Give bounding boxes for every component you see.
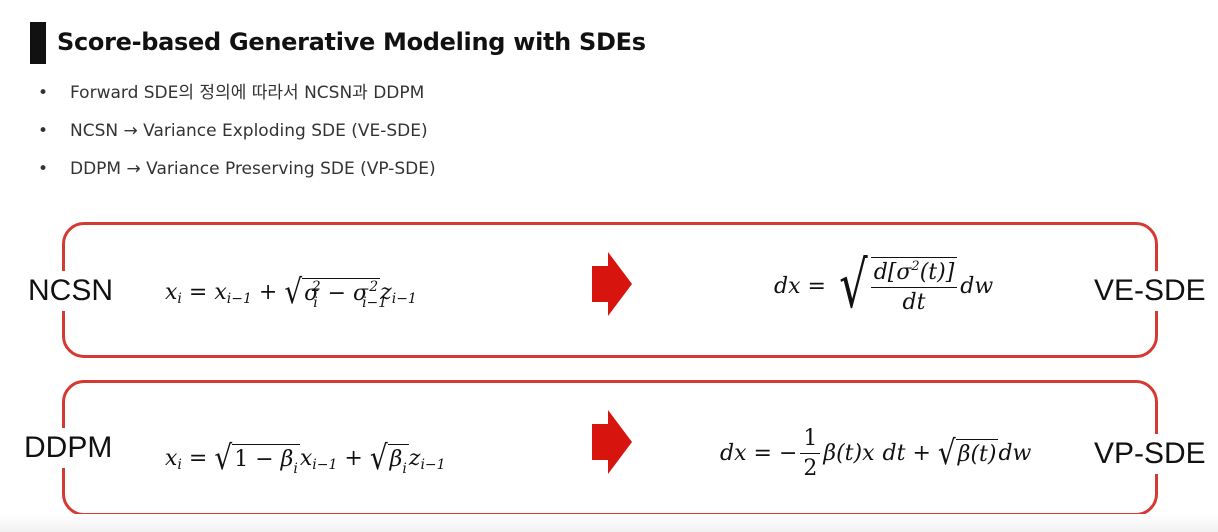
bullet-item: • Forward SDE의 정의에 따라서 NCSN과 DDPM <box>38 82 436 120</box>
arrow-right-icon <box>592 252 632 316</box>
bullet-dot-icon: • <box>38 159 49 179</box>
ve-sde-equation: dx = √ d[σ2(t)] dt dw <box>774 249 994 323</box>
bullet-text: DDPM → Variance Preserving SDE (VP-SDE) <box>70 159 436 179</box>
ncsn-label: NCSN <box>26 271 116 311</box>
bullet-item: • NCSN → Variance Exploding SDE (VE-SDE) <box>38 120 436 158</box>
bullet-text: Forward SDE의 정의에 따라서 NCSN과 DDPM <box>70 83 425 103</box>
title-accent-bar <box>30 22 46 64</box>
bullet-text: NCSN → Variance Exploding SDE (VE-SDE) <box>70 121 428 141</box>
bullet-list: • Forward SDE의 정의에 따라서 NCSN과 DDPM • NCSN →… <box>38 82 436 196</box>
vp-sde-label: VP-SDE <box>1092 434 1208 474</box>
slide-title: Score-based Generative Modeling with SDE… <box>57 28 646 56</box>
bullet-item: • DDPM → Variance Preserving SDE (VP-SDE) <box>38 158 436 196</box>
bottom-edge-shadow <box>0 514 1218 532</box>
ve-sde-label: VE-SDE <box>1092 271 1208 311</box>
arrow-right-icon <box>592 410 632 474</box>
ddpm-label: DDPM <box>22 428 115 468</box>
bullet-dot-icon: • <box>38 121 49 141</box>
bullet-dot-icon: • <box>38 83 49 103</box>
